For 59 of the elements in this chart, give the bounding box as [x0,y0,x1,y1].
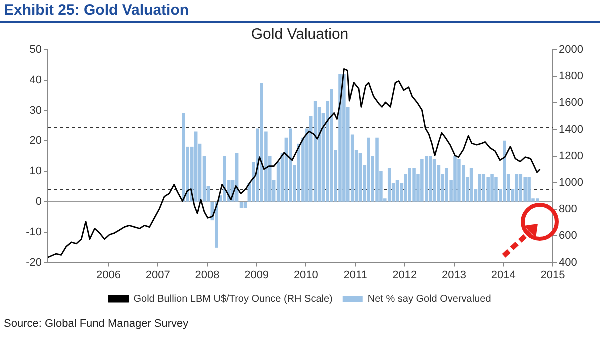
x-tick-label: 2011 [344,269,368,282]
y2-tick-label: 1000 [559,177,584,190]
x-tick-label: 2010 [294,269,318,282]
bar [478,174,482,202]
bar [432,159,436,202]
bar [244,202,248,208]
legend-label: Net % say Gold Overvalued [368,294,492,305]
bar [396,180,400,202]
x-tick-label: 2007 [146,269,170,282]
source-note: Source: Global Fund Manager Survey [4,318,189,330]
x-tick-label: 2013 [442,269,467,282]
bar [528,177,531,202]
bar [424,156,428,202]
bar [486,177,490,202]
y2-tick-label: 600 [559,230,578,242]
chart-title: Exhibit 25: Gold Valuation [4,2,190,19]
y-tick-label: 30 [30,104,42,117]
y-tick-label: 40 [30,74,42,86]
bar [358,153,362,202]
bar [524,177,527,202]
bar [470,168,474,202]
bar [215,202,218,248]
y-tick-label: -10 [26,226,42,238]
bar [194,132,198,202]
bar [454,156,457,202]
bar [182,114,186,202]
y2-tick-label: 1800 [559,70,584,83]
bar [342,74,346,202]
bar [314,101,318,202]
bar [388,168,392,202]
x-tick-label: 2009 [244,269,270,282]
y-tick-label: 10 [30,166,42,178]
y-tick-label: 20 [30,135,42,148]
bar [367,138,370,202]
bar [428,156,432,202]
bar [515,174,519,202]
bar [519,174,523,202]
y-tick-label: -20 [26,256,42,269]
x-tick-label: 2012 [392,269,418,282]
bar [240,202,244,208]
y2-tick-label: 2000 [559,44,584,56]
y-tick-label: 50 [30,44,42,56]
x-tick-label: 2006 [96,269,121,282]
bar [289,128,293,202]
legend-label: Gold Bullion LBM U$/Troy Ounce (RH Scale) [134,294,333,305]
bar [490,174,494,202]
chart-subtitle: Gold Valuation [251,26,349,44]
y2-tick-label: 1400 [559,124,584,136]
x-tick-label: 2015 [540,269,566,282]
y-tick-label: 0 [36,196,42,208]
y2-tick-label: 800 [559,204,578,216]
x-tick-label: 2014 [491,269,516,282]
bar [330,89,334,202]
bar [502,140,506,202]
x-tick-label: 2008 [195,269,220,282]
y2-tick-label: 400 [559,256,578,269]
bar [482,174,486,202]
y2-tick-label: 1600 [559,97,584,110]
y2-tick-label: 1200 [559,150,584,162]
